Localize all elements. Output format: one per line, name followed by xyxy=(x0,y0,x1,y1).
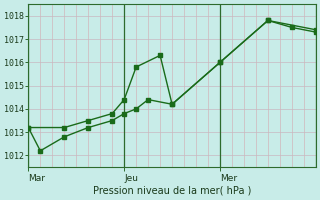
X-axis label: Pression niveau de la mer( hPa ): Pression niveau de la mer( hPa ) xyxy=(93,186,251,196)
